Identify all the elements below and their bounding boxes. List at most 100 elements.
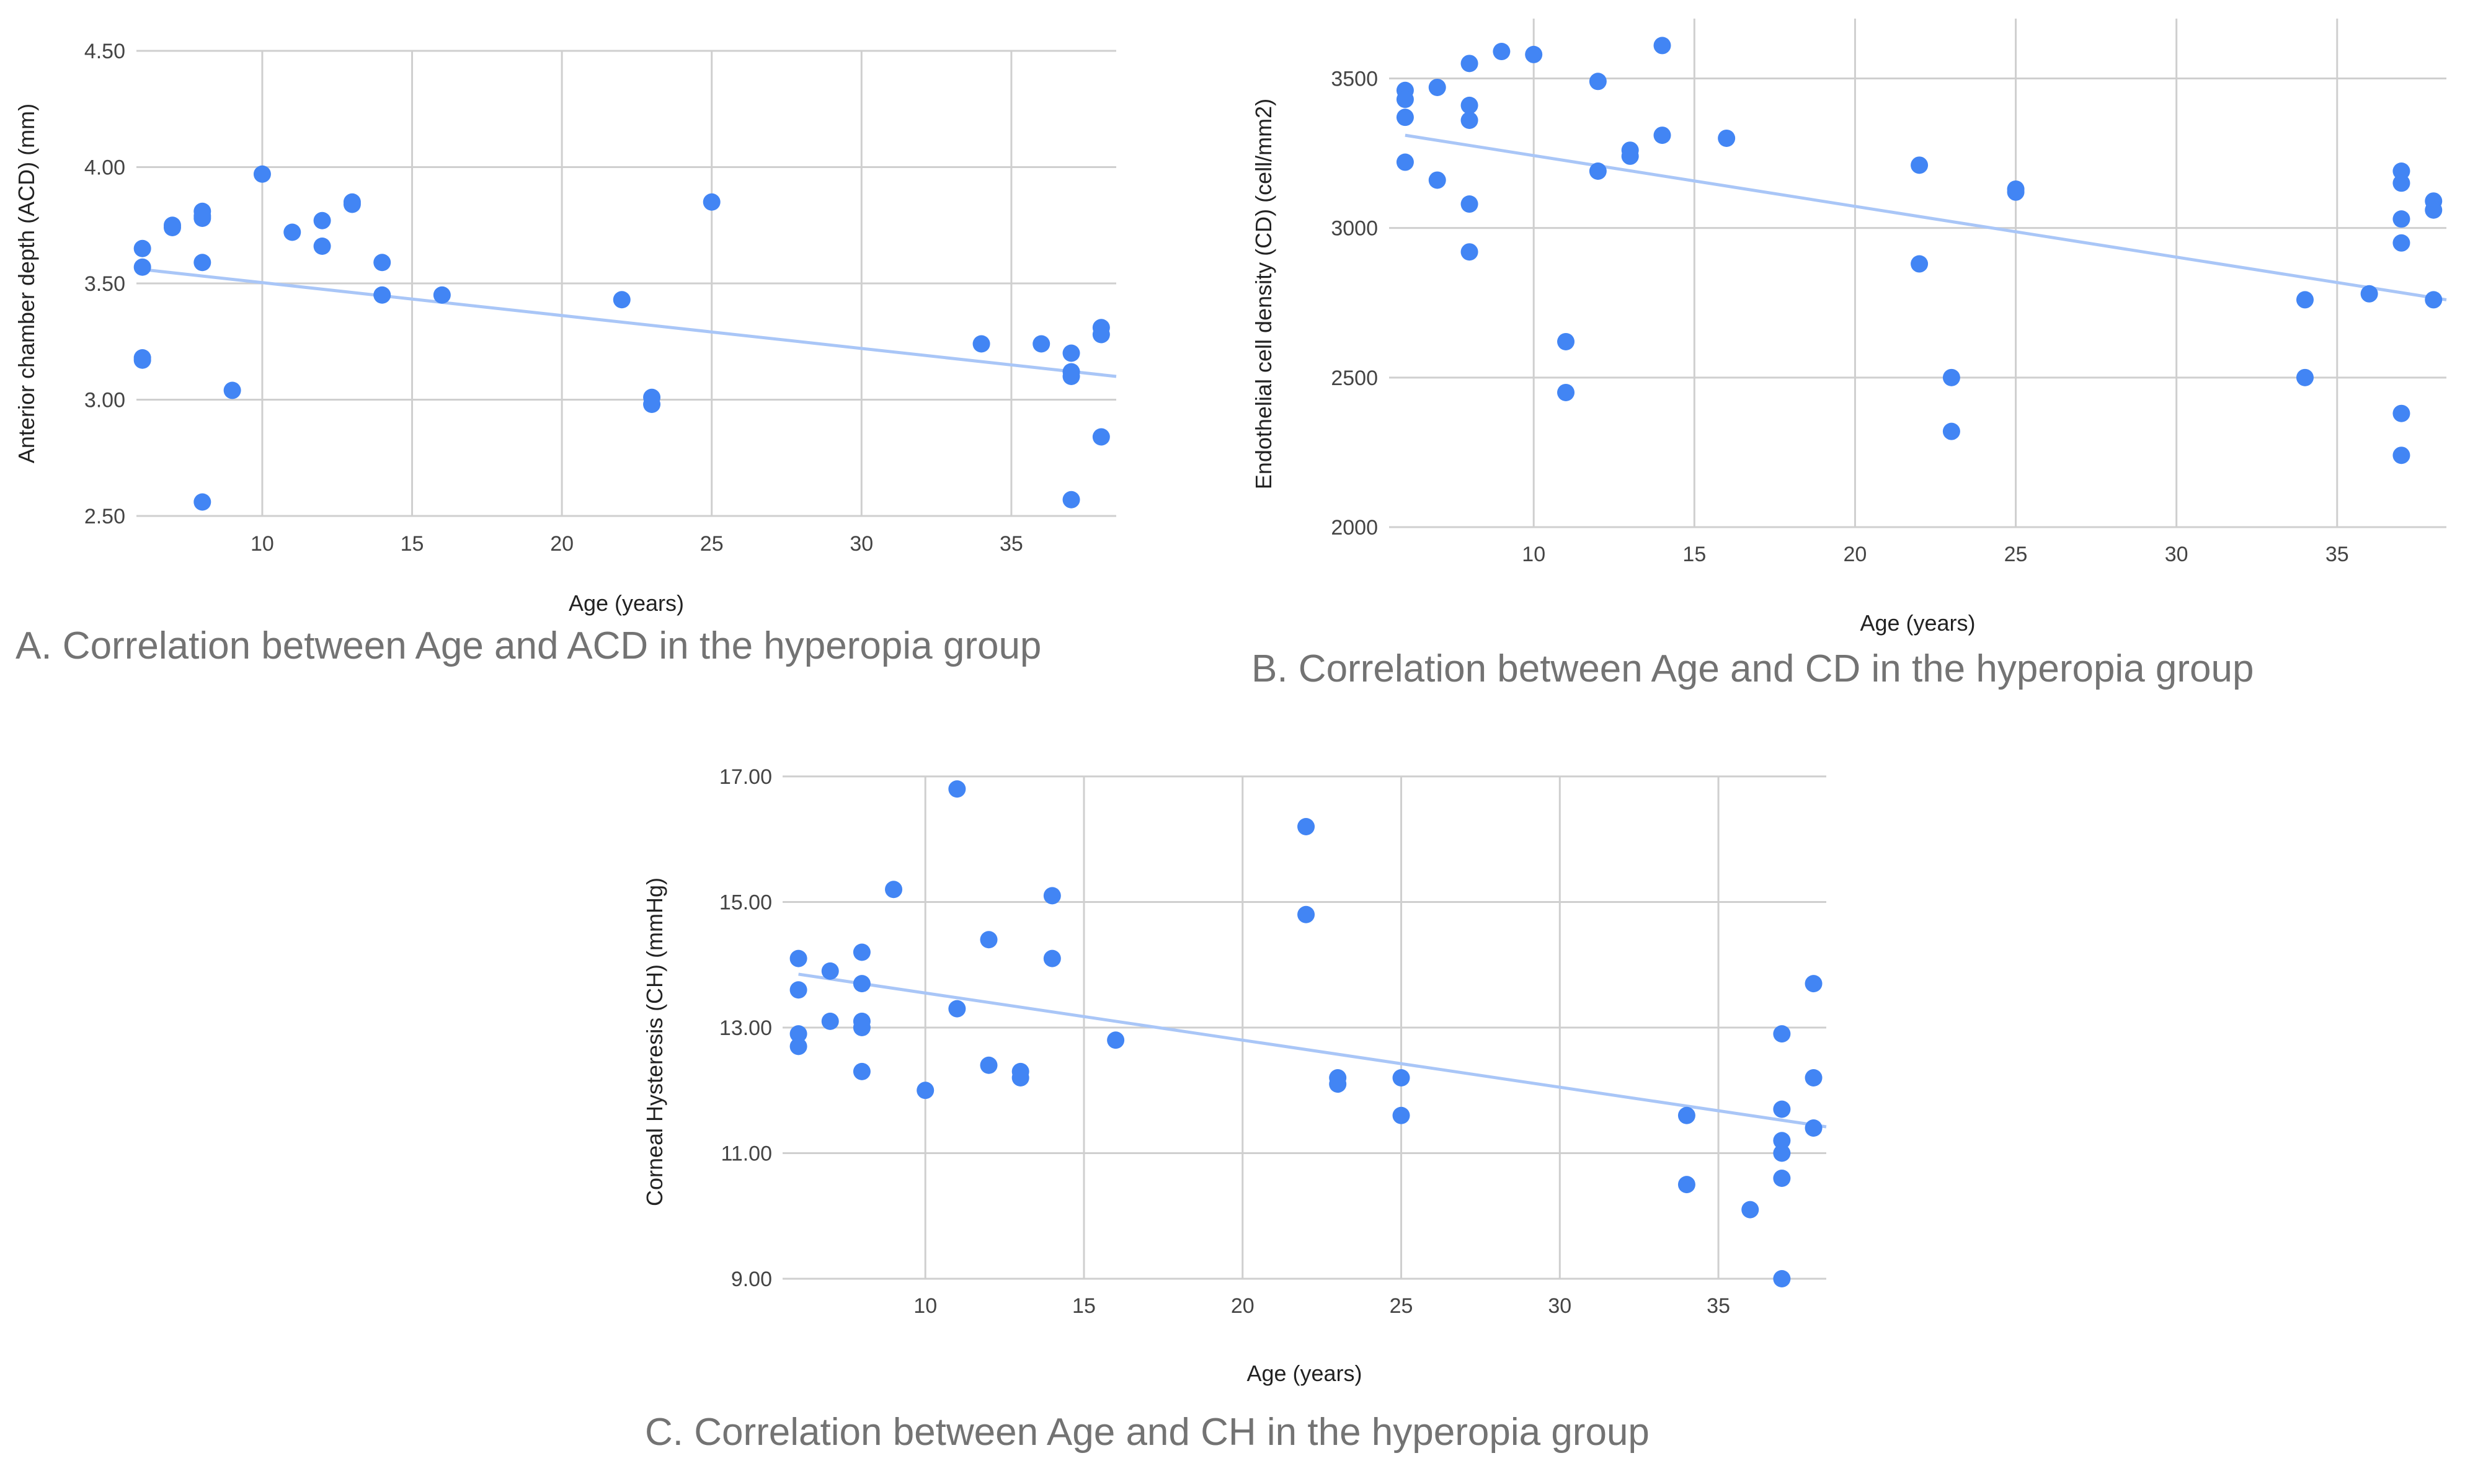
x-tick-label: 20 (1844, 543, 1867, 566)
data-point (1621, 147, 1639, 165)
data-point (1428, 171, 1446, 189)
data-point (2392, 447, 2410, 464)
data-point (1805, 1119, 1823, 1137)
data-point (1297, 818, 1315, 835)
data-point (283, 223, 301, 241)
data-point (703, 193, 721, 211)
data-point (2360, 285, 2378, 303)
data-point (223, 381, 241, 399)
data-point (343, 195, 361, 213)
data-point (1557, 383, 1575, 401)
x-tick-label: 15 (401, 532, 424, 556)
x-tick-label: 10 (1522, 543, 1545, 566)
x-axis-title: Age (years) (569, 590, 684, 616)
x-tick-label: 30 (850, 532, 873, 556)
data-point (980, 1056, 998, 1074)
x-axis-title: Age (years) (1860, 610, 1975, 636)
data-point (821, 962, 839, 980)
data-point (1525, 45, 1543, 63)
data-point (1773, 1100, 1791, 1118)
data-point (885, 881, 903, 899)
data-point (1329, 1075, 1347, 1093)
data-point (1942, 422, 1960, 440)
y-tick-label: 3.50 (84, 272, 125, 296)
caption-c: C. Correlation between Age and CH in the… (645, 1411, 1650, 1454)
caption-a: A. Correlation between Age and ACD in th… (16, 624, 1041, 667)
data-point (1033, 335, 1050, 353)
caption-b: B. Correlation between Age and CD in the… (1251, 647, 2254, 690)
data-point (1092, 428, 1110, 446)
data-point (1741, 1201, 1759, 1219)
data-point (972, 335, 990, 353)
y-tick-label: 3.00 (84, 389, 125, 412)
data-point (1092, 326, 1110, 344)
data-point (980, 931, 998, 949)
x-tick-label: 20 (550, 532, 574, 556)
data-point (2392, 404, 2410, 422)
y-tick-label: 2.50 (84, 505, 125, 528)
data-point (133, 239, 151, 257)
data-point (1428, 78, 1446, 96)
data-point (313, 238, 331, 255)
x-tick-label: 35 (1707, 1294, 1730, 1318)
data-point (1392, 1069, 1410, 1086)
data-point (2296, 291, 2314, 309)
y-tick-label: 2000 (1331, 516, 1378, 540)
data-point (789, 981, 807, 999)
data-point (1773, 1170, 1791, 1187)
data-point (917, 1082, 935, 1100)
data-point (1677, 1176, 1695, 1194)
data-point (948, 1000, 966, 1018)
x-tick-label: 35 (2325, 543, 2349, 566)
data-point (853, 943, 871, 961)
data-point (193, 493, 211, 511)
x-tick-label: 10 (251, 532, 274, 556)
y-tick-label: 13.00 (719, 1016, 772, 1040)
data-point (1493, 43, 1511, 61)
data-point (1653, 127, 1671, 144)
data-point (2425, 201, 2443, 219)
data-point (253, 165, 271, 183)
x-tick-label: 30 (2165, 543, 2188, 566)
data-point (163, 216, 181, 234)
y-axis-title: Endothelial cell density (CD) (cell/mm2) (1251, 99, 1276, 489)
data-point (2007, 183, 2025, 201)
chart-b-cd: 2000 2500 3000 3500 10 15 20 25 30 35 Age (years) E… (1251, 19, 2447, 636)
y-tick-label: 9.00 (731, 1268, 772, 1291)
data-point (193, 207, 211, 225)
data-point (1942, 368, 1960, 386)
data-point (1460, 55, 1478, 73)
data-point (789, 1037, 807, 1055)
data-point (1773, 1144, 1791, 1162)
x-tick-label: 10 (913, 1294, 937, 1318)
data-point (1557, 332, 1575, 350)
trendline (1405, 133, 2447, 301)
chart-c-ch: 9.00 11.00 13.00 15.00 17.00 10 15 20 25 30 35 Age … (642, 765, 1827, 1386)
data-point (133, 258, 151, 276)
data-point (853, 975, 871, 993)
y-tick-label: 2500 (1331, 367, 1378, 390)
trendline (142, 268, 1117, 378)
data-point (1297, 905, 1315, 923)
y-tick-label: 15.00 (719, 891, 772, 915)
data-point (1911, 156, 1929, 174)
data-point (1396, 153, 1414, 171)
data-point (1653, 37, 1671, 55)
data-point (1460, 243, 1478, 261)
chart-a-acd: 2.50 3.00 3.50 4.00 4.50 10 15 20 25 30 35 Age (yea… (14, 40, 1117, 616)
x-tick-label: 30 (1548, 1294, 1571, 1318)
data-point (1677, 1106, 1695, 1124)
x-tick-label: 20 (1231, 1294, 1255, 1318)
data-point (1062, 491, 1080, 509)
data-point (1043, 887, 1061, 905)
data-point (1911, 255, 1929, 273)
data-point (1773, 1025, 1791, 1043)
data-point (1392, 1106, 1410, 1124)
y-tick-label: 4.50 (84, 40, 125, 63)
data-point (2425, 291, 2443, 309)
x-tick-label: 15 (1682, 543, 1706, 566)
y-axis-title: Corneal Hysteresis (CH) (mmHg) (642, 878, 667, 1206)
data-point (643, 396, 661, 413)
x-tick-label: 25 (700, 532, 724, 556)
